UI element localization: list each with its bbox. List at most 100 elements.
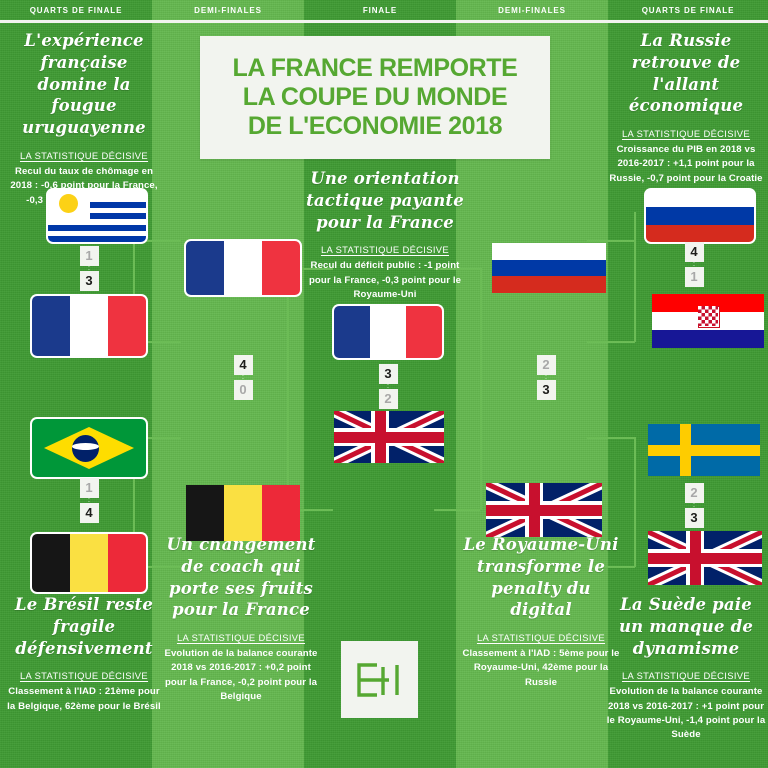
score-bottom: 0 [233, 380, 253, 400]
annotation-headline: Un changement de coach qui porte ses fru… [166, 535, 316, 620]
score-separator: : [545, 374, 547, 381]
score-top: 3 [378, 364, 398, 384]
annotation-stat-label: LA STATISTIQUE DÉCISIVE [320, 244, 450, 256]
score-bottom: 3 [536, 380, 556, 400]
round-label-finale: FINALE [304, 0, 456, 20]
flag-belgique-semi [186, 485, 300, 541]
bracket-line [133, 566, 181, 568]
annotation-headline: Le Royaume-Uni transforme le penalty du … [463, 535, 619, 620]
score-top: 4 [233, 355, 253, 375]
round-label-text: FINALE [362, 5, 398, 15]
flag-croatie [652, 294, 764, 348]
score-top: 2 [536, 355, 556, 375]
flag-belgique [32, 534, 146, 592]
score-qf-right-top: 4 : 1 [682, 242, 706, 287]
flag-russie-semi [492, 243, 606, 293]
annotation-stat-label: LA STATISTIQUE DÉCISIVE [19, 670, 149, 682]
pitch-band [608, 0, 768, 768]
title-line-1: LA FRANCE REMPORTE [232, 53, 518, 82]
bracket-line [587, 566, 635, 568]
bracket-line [587, 341, 635, 343]
flag-royaume-uni-semi [486, 483, 602, 537]
bracket-line [434, 268, 480, 270]
annotation-stat-label: LA STATISTIQUE DÉCISIVE [621, 670, 751, 682]
annotation-bottom-right: La Suède paie un manque de dynamisme LA … [606, 594, 766, 743]
header-divider [0, 20, 768, 23]
score-qf-right-bottom: 2 : 3 [682, 483, 706, 528]
bracket-line [287, 509, 333, 511]
brand-logo [341, 641, 418, 718]
annotation-headline: Une orientation tactique payante pour la… [306, 169, 464, 232]
score-bottom: 4 [79, 503, 99, 523]
bracket-line [133, 240, 181, 242]
annotation-headline: L'expérience française domine la fougue … [22, 31, 146, 138]
annotation-stat-label: LA STATISTIQUE DÉCISIVE [176, 632, 306, 644]
flag-royaume-uni-finale [334, 411, 444, 463]
annotation-stat-label: LA STATISTIQUE DÉCISIVE [19, 149, 149, 161]
round-label-demi-right: DEMI-FINALES [456, 0, 608, 20]
flag-uruguay [48, 190, 146, 242]
eh-logo-icon [356, 662, 399, 697]
annotation-center: Une orientation tactique payante pour la… [306, 168, 464, 302]
title-line-2: LA COUPE DU MONDE [242, 82, 508, 111]
annotation-stat-label: LA STATISTIQUE DÉCISIVE [621, 128, 751, 140]
bracket-line [133, 437, 135, 567]
flag-bresil [32, 419, 146, 477]
score-qf-left-bottom: 1 : 4 [77, 478, 101, 523]
annotation-stat-label: LA STATISTIQUE DÉCISIVE [476, 632, 606, 644]
flag-france-semi [186, 241, 300, 295]
flag-royaume-uni [648, 531, 762, 585]
annotation-top-right: La Russie retrouve de l'allant économiqu… [606, 30, 766, 186]
score-top: 1 [79, 478, 99, 498]
annotation-stat-body: Evolution de la balance courante 2018 vs… [606, 686, 766, 741]
bracket-line [133, 341, 181, 343]
score-top: 2 [684, 483, 704, 503]
flag-france-finale [334, 306, 442, 358]
annotation-stat-body: Recul du déficit public : -1 point pour … [308, 260, 462, 301]
score-separator: : [693, 502, 695, 509]
main-title-card: LA FRANCE REMPORTE LA COUPE DU MONDE DE … [200, 36, 550, 159]
score-bottom: 1 [684, 267, 704, 287]
bracket-line [587, 437, 635, 439]
bracket-line [287, 268, 289, 510]
score-qf-left-top: 1 : 3 [77, 246, 101, 291]
bracket-line [634, 437, 636, 567]
score-separator: : [88, 497, 90, 504]
bracket-line [434, 509, 480, 511]
score-bottom: 3 [684, 508, 704, 528]
annotation-stat-body: Classement à l'IAD : 21ème pour la Belgi… [7, 686, 161, 712]
score-bottom: 2 [378, 389, 398, 409]
score-separator: : [88, 265, 90, 272]
annotation-stat-body: Evolution de la balance courante 2018 vs… [164, 648, 318, 703]
score-separator: : [242, 374, 244, 381]
score-top: 1 [79, 246, 99, 266]
score-separator: : [387, 383, 389, 390]
bracket-line [133, 437, 181, 439]
bracket-line [634, 212, 636, 342]
score-top: 4 [684, 242, 704, 262]
bracket-line [133, 212, 135, 342]
round-label-demi-left: DEMI-FINALES [152, 0, 304, 20]
annotation-stat-body: Classement à l'IAD : 5ème pour le Royaum… [462, 648, 620, 688]
score-final: 3 : 2 [376, 364, 400, 409]
flag-russie [646, 190, 754, 242]
annotation-bottom-left-mid: Un changement de coach qui porte ses fru… [160, 534, 322, 705]
annotation-top-left: L'expérience française domine la fougue … [4, 30, 164, 208]
score-separator: : [693, 261, 695, 268]
round-label-text: QUARTS DE FINALE [29, 5, 123, 15]
annotation-headline: La Suède paie un manque de dynamisme [618, 595, 754, 658]
score-bottom: 3 [79, 271, 99, 291]
score-sf-left: 4 : 0 [230, 355, 256, 400]
round-label-text: QUARTS DE FINALE [641, 5, 735, 15]
round-label-text: DEMI-FINALES [498, 5, 566, 15]
annotation-headline: Le Brésil reste fragile défensivement [14, 595, 154, 658]
round-label-quarts-left: QUARTS DE FINALE [0, 0, 152, 20]
bracket-line [587, 240, 635, 242]
pitch-band [0, 0, 152, 768]
round-label-text: DEMI-FINALES [194, 5, 262, 15]
annotation-bottom-left: Le Brésil reste fragile défensivement LA… [4, 594, 164, 714]
annotation-stat-body: Croissance du PIB en 2018 vs 2016-2017 :… [609, 144, 763, 184]
bracket-line [480, 268, 482, 510]
round-label-quarts-right: QUARTS DE FINALE [608, 0, 768, 20]
bracket-round-header: QUARTS DE FINALE DEMI-FINALES FINALE DEM… [0, 0, 768, 20]
